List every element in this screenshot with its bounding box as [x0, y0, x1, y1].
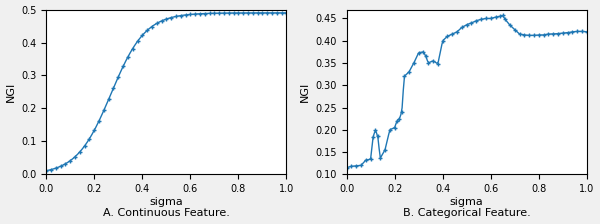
Y-axis label: NGI: NGI	[299, 82, 310, 102]
X-axis label: sigma
A. Continuous Feature.: sigma A. Continuous Feature.	[103, 197, 230, 218]
Y-axis label: NGI: NGI	[5, 82, 16, 102]
X-axis label: sigma
B. Categorical Feature.: sigma B. Categorical Feature.	[403, 197, 530, 218]
